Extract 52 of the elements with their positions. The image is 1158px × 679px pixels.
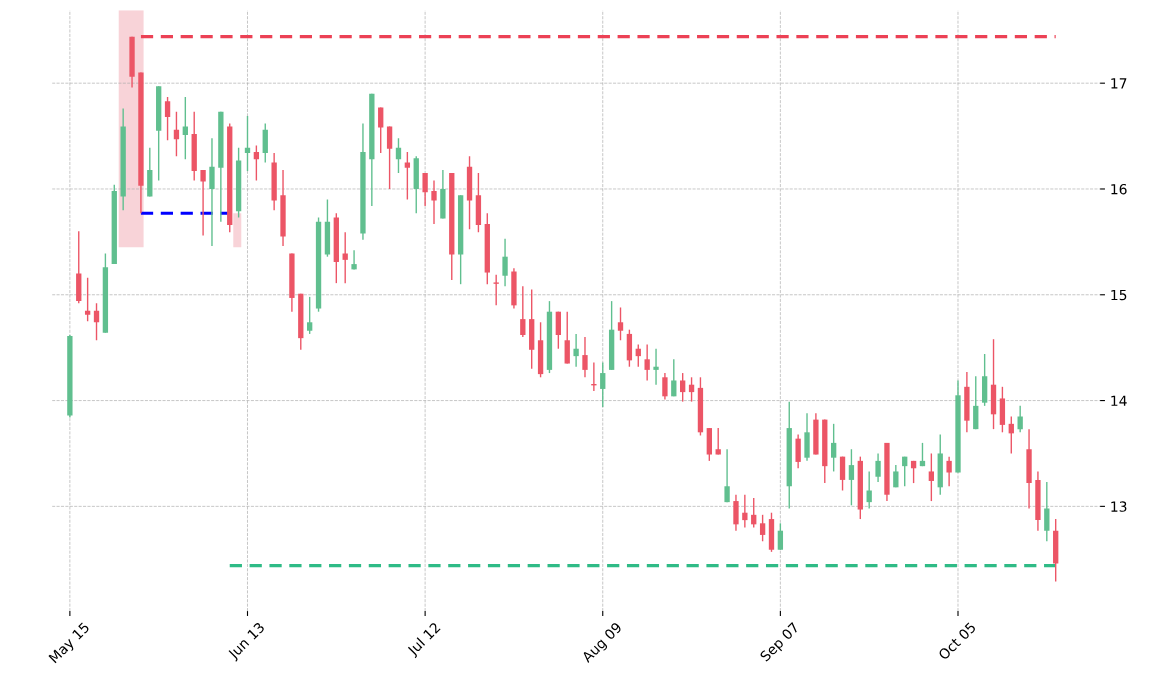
candlestick: [777, 522, 784, 551]
y-tick-label: 13: [1111, 501, 1127, 512]
candlestick: [742, 494, 748, 529]
candlestick: [378, 106, 384, 154]
candlestick: [164, 96, 171, 142]
candlestick: [848, 448, 855, 507]
candlestick: [502, 238, 508, 288]
candlestick: [795, 433, 801, 469]
x-tick-label: Sep 07: [759, 621, 802, 664]
y-tick-label: 17: [1111, 78, 1127, 89]
y-tick-label: 16: [1111, 183, 1127, 195]
candlestick: [1017, 405, 1023, 434]
candlestick: [715, 427, 721, 456]
candlestick: [724, 448, 730, 503]
candlestick: [200, 169, 206, 237]
candlestick: [866, 470, 872, 510]
candlestick: [671, 358, 677, 398]
candlestick: [564, 311, 570, 365]
candlestick: [759, 514, 766, 542]
candlestick: [386, 125, 393, 190]
candlestick: [662, 372, 668, 401]
candlestick: [520, 285, 526, 338]
candlestick: [946, 455, 952, 487]
candlestick: [839, 455, 846, 492]
candlestick: [600, 361, 606, 408]
x-tick-label: Jul 12: [406, 621, 443, 659]
candlestick: [209, 137, 215, 247]
candlestick: [733, 494, 739, 532]
y-tick-label: 14: [1111, 395, 1127, 406]
candlestick: [644, 343, 650, 382]
candlestick: [253, 144, 260, 182]
x-tick-label: Oct 05: [937, 621, 977, 661]
candlestick: [422, 172, 428, 207]
y-tick-label: 15: [1111, 289, 1127, 301]
candlestick: [307, 296, 313, 335]
candlestick: [582, 336, 588, 378]
candlestick: [617, 306, 624, 341]
candlestick: [973, 375, 979, 430]
candlestick: [831, 423, 837, 473]
candlestick: [555, 311, 562, 350]
candlestick: [875, 452, 881, 483]
candlestick: [928, 452, 935, 502]
candlestick: [688, 376, 695, 403]
candlestick: [635, 343, 641, 368]
candlestick: [653, 348, 659, 386]
candlestick: [492, 273, 500, 307]
candlestick: [431, 179, 437, 225]
candlestick: [1044, 481, 1050, 542]
candlestick: [262, 122, 268, 164]
x-tick-label: Jun 13: [226, 621, 267, 662]
candlestick: [573, 333, 579, 368]
candlestick: [680, 372, 686, 403]
